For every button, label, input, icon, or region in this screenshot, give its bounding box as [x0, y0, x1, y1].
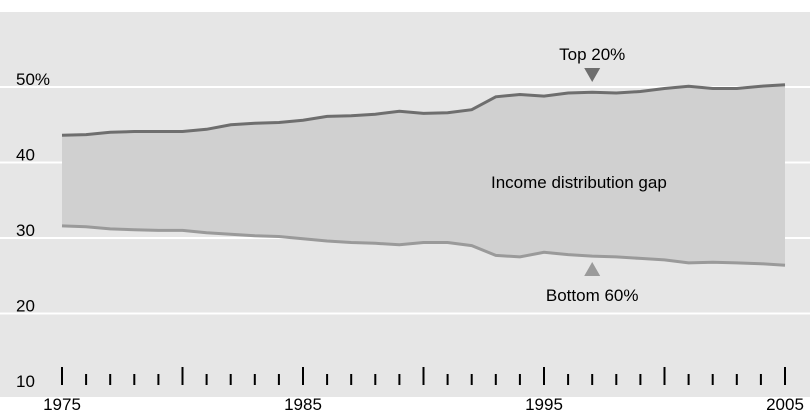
y-tick-label: 20	[16, 297, 35, 316]
y-tick-label: 40	[16, 146, 35, 165]
x-tick-label: 1975	[43, 395, 81, 411]
bottom-60-series-line	[61, 224, 786, 267]
y-tick-label: 30	[16, 221, 35, 240]
x-axis: 1975 1985 1995 2005	[43, 367, 804, 411]
x-tick-label: 2005	[766, 395, 804, 411]
top-20-series-line	[61, 83, 786, 137]
top-20-label: Top 20%	[559, 45, 625, 64]
top-20-marker-icon	[584, 68, 601, 82]
x-tick-label: 1985	[284, 395, 322, 411]
y-tick-labels: 50% 40 30 20 10	[16, 70, 50, 391]
bottom-60-label: Bottom 60%	[546, 286, 639, 305]
y-tick-label: 50%	[16, 70, 50, 89]
income-gap-area	[62, 84, 785, 266]
x-tick-label: 1995	[525, 395, 563, 411]
y-tick-label: 10	[16, 372, 35, 391]
bottom-60-marker-icon	[584, 262, 601, 276]
income-gap-label: Income distribution gap	[491, 173, 667, 192]
